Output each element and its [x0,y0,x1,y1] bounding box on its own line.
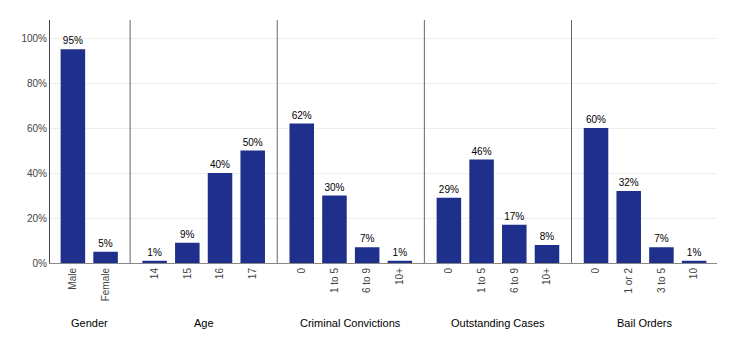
svg-text:7%: 7% [360,233,375,244]
svg-text:50%: 50% [243,137,263,148]
svg-text:5%: 5% [98,238,113,249]
svg-text:30%: 30% [324,182,344,193]
svg-text:60%: 60% [586,114,606,125]
svg-text:1%: 1% [393,247,408,258]
svg-text:Gender: Gender [71,317,108,329]
svg-text:0: 0 [590,268,601,274]
svg-text:1%: 1% [147,247,162,258]
svg-text:0: 0 [443,268,454,274]
svg-text:Criminal Convictions: Criminal Convictions [300,317,401,329]
svg-text:3 to 5: 3 to 5 [656,268,667,293]
svg-text:16: 16 [214,268,225,280]
svg-text:Female: Female [100,268,111,302]
svg-text:1 or 2: 1 or 2 [623,268,634,294]
svg-text:60%: 60% [27,123,47,134]
svg-text:100%: 100% [21,33,47,44]
svg-text:6 to 9: 6 to 9 [509,268,520,293]
svg-text:1 to 5: 1 to 5 [476,268,487,293]
svg-text:10+: 10+ [394,268,405,285]
svg-text:32%: 32% [619,177,639,188]
svg-text:1 to 5: 1 to 5 [329,268,340,293]
svg-text:40%: 40% [210,159,230,170]
svg-text:20%: 20% [27,213,47,224]
svg-text:6 to 9: 6 to 9 [361,268,372,293]
svg-text:95%: 95% [63,35,83,46]
svg-text:Age: Age [194,317,214,329]
svg-text:46%: 46% [472,146,492,157]
svg-text:10: 10 [688,268,699,280]
svg-text:17%: 17% [504,211,524,222]
svg-text:0%: 0% [33,258,48,269]
svg-text:0: 0 [296,268,307,274]
svg-text:7%: 7% [654,233,669,244]
svg-text:15: 15 [182,268,193,280]
svg-text:29%: 29% [439,184,459,195]
svg-text:80%: 80% [27,78,47,89]
svg-text:40%: 40% [27,168,47,179]
svg-text:Outstanding Cases: Outstanding Cases [451,317,545,329]
svg-text:9%: 9% [180,229,195,240]
svg-text:Male: Male [67,268,78,290]
svg-text:17: 17 [247,268,258,280]
svg-text:Bail Orders: Bail Orders [617,317,673,329]
svg-text:62%: 62% [292,110,312,121]
svg-text:10+: 10+ [541,268,552,285]
svg-text:14: 14 [149,268,160,280]
svg-text:8%: 8% [540,231,555,242]
svg-text:1%: 1% [687,247,702,258]
